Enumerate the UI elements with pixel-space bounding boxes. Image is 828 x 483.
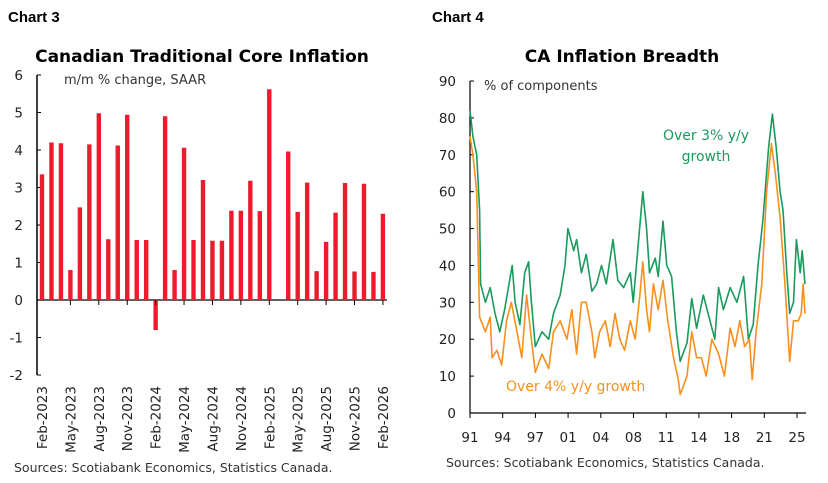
chart4-subtitle: % of components: [484, 79, 598, 94]
bar: [248, 180, 253, 300]
bar: [286, 151, 291, 300]
x-tick-label: Feb-2024: [149, 386, 165, 449]
y-tick-label: -1: [10, 331, 23, 347]
bar: [219, 240, 225, 300]
y-tick-label: 30: [439, 295, 456, 311]
y-tick-label: 5: [14, 106, 23, 122]
bar: [229, 210, 234, 300]
y-tick-label: 20: [439, 332, 456, 348]
series-label-over-3pct: growth: [682, 149, 731, 165]
x-tick-label: 94: [494, 430, 511, 446]
y-tick-label: 1: [14, 256, 23, 272]
bar: [333, 212, 338, 300]
x-tick-label: 11: [658, 430, 675, 446]
x-tick-label: Nov-2024: [234, 386, 250, 451]
bar: [323, 241, 329, 300]
bar: [191, 240, 196, 300]
x-tick-label: May-2025: [291, 386, 307, 453]
bar: [361, 183, 367, 300]
y-tick-label: 3: [14, 181, 23, 197]
x-tick-label: 08: [625, 430, 642, 446]
series-line-over-3pct: [469, 110, 806, 363]
chart4-label: Chart 4: [432, 9, 484, 26]
x-tick-label: Nov-2023: [120, 386, 136, 451]
bar: [342, 183, 348, 300]
y-tick-label: 40: [439, 258, 456, 274]
bar: [371, 271, 376, 300]
series-label-over-3pct: Over 3% y/y: [663, 128, 749, 144]
y-tick-label: 0: [14, 293, 23, 309]
x-tick-label: May-2024: [177, 386, 193, 453]
x-tick-label: May-2023: [63, 386, 79, 453]
bar: [162, 116, 168, 300]
y-tick-label: 80: [439, 111, 456, 127]
y-tick-label: 10: [439, 369, 456, 385]
bar: [134, 240, 139, 300]
chart4-title: CA Inflation Breadth: [525, 47, 719, 67]
chart3-source: Sources: Scotiabank Economics, Statistic…: [14, 460, 332, 475]
bar: [49, 142, 54, 300]
y-tick-label: 2: [14, 218, 23, 234]
y-tick-label: 6: [14, 68, 23, 84]
x-tick-label: Aug-2024: [205, 386, 221, 452]
bar: [106, 239, 111, 300]
bar: [352, 271, 357, 300]
series-label-over-4pct: Over 4% y/y growth: [506, 379, 645, 395]
bar: [380, 213, 386, 300]
x-tick-label: Aug-2023: [92, 386, 108, 452]
y-tick-label: 4: [14, 143, 23, 159]
bar: [96, 113, 102, 300]
x-tick-label: 14: [690, 430, 707, 446]
bar: [257, 211, 263, 300]
x-tick-label: 18: [723, 430, 740, 446]
bar: [172, 270, 177, 300]
x-tick-label: Feb-2023: [35, 386, 51, 449]
x-tick-label: Aug-2025: [319, 386, 335, 452]
x-tick-label: 04: [592, 430, 609, 446]
y-tick-label: -2: [10, 368, 23, 384]
x-tick-label: 21: [756, 430, 773, 446]
y-tick-label: 0: [447, 406, 456, 422]
bar: [153, 300, 158, 330]
x-tick-label: Feb-2025: [262, 386, 278, 449]
bar: [39, 174, 45, 300]
bar: [267, 89, 272, 300]
y-tick-label: 90: [439, 74, 456, 90]
y-tick-label: 60: [439, 185, 456, 201]
bar: [304, 182, 310, 300]
x-tick-label: Nov-2025: [348, 386, 364, 451]
chart3-plot: -2 -1 0 1 2 3 4 5 6 Feb-2023 May-2023 Aug-2023 Nov-2…: [10, 68, 392, 453]
bar: [210, 240, 215, 300]
chart3-label: Chart 3: [8, 9, 60, 26]
bar: [143, 240, 149, 300]
series-line-over-4pct: [469, 136, 806, 396]
chart4-plot: 0 10 20 30 40 50 60 70 80 90 91 94 97 01 04 08 11 14 18 21 2…: [439, 74, 806, 446]
bar: [68, 270, 73, 300]
x-tick-label: 91: [461, 430, 478, 446]
x-tick-label: Feb-2026: [376, 386, 392, 449]
bar: [314, 271, 319, 300]
bar: [115, 145, 120, 300]
bar: [295, 211, 300, 300]
bar: [77, 207, 83, 300]
x-tick-label: 25: [788, 430, 805, 446]
chart3-title: Canadian Traditional Core Inflation: [35, 47, 369, 67]
y-tick-label: 70: [439, 148, 456, 164]
y-tick-label: 50: [439, 222, 456, 238]
bar: [238, 210, 244, 300]
chart4-source: Sources: Scotiabank Economics, Statistic…: [446, 455, 764, 470]
x-tick-label: 97: [527, 430, 544, 446]
bar: [200, 180, 206, 300]
bar: [87, 144, 92, 300]
chart3-subtitle: m/m % change, SAAR: [64, 73, 206, 88]
bar: [181, 147, 187, 300]
x-tick-label: 01: [560, 430, 577, 446]
bar: [125, 114, 130, 300]
bar: [58, 143, 64, 300]
